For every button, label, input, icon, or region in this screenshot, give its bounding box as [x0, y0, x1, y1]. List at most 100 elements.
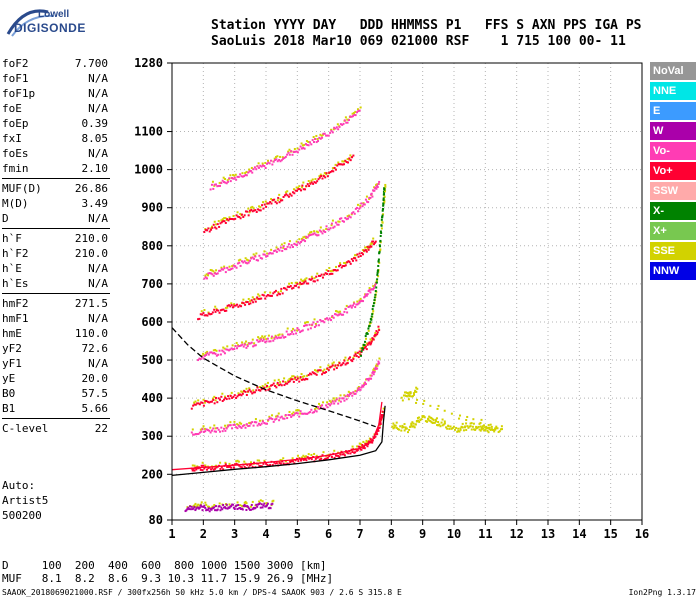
o-trace-2-dot	[357, 387, 360, 390]
o-trace-7-dot	[258, 209, 261, 212]
sse-blob-dot	[433, 421, 436, 424]
low-trace-dot	[211, 505, 214, 508]
o-trace-6-dot	[285, 248, 288, 251]
o-trace-4-dot	[305, 324, 308, 327]
o-trace-5-dot	[353, 257, 356, 260]
o-trace-2-dot	[220, 426, 223, 429]
x-tick-label: 13	[541, 527, 555, 541]
low-trace-dot	[232, 506, 235, 509]
o-trace-2-dot	[193, 433, 196, 436]
o-trace-8-dot	[312, 136, 315, 139]
o-trace-2-dot	[316, 407, 319, 410]
o-trace-2-dot	[238, 421, 241, 424]
o-trace-2-dot	[233, 420, 236, 423]
o-trace-4-dot	[314, 322, 317, 325]
parameter-value: N/A	[88, 357, 108, 370]
sse-blob-dot	[407, 398, 410, 401]
o-trace-4-dot	[218, 349, 221, 352]
o-trace-1-dot	[259, 465, 262, 468]
o-trace-4-dot	[352, 301, 355, 304]
o-trace-7-dot	[286, 194, 289, 197]
low-trace-dot	[269, 507, 272, 510]
o-trace-8-dot	[318, 136, 321, 139]
o-trace-2-dot	[292, 414, 295, 417]
o-trace-5-dot	[313, 277, 316, 280]
x-trace-dot	[381, 214, 384, 217]
o-trace-2-dot	[338, 399, 341, 402]
parameter-label: yF2	[2, 342, 22, 355]
o-trace-5-dot	[246, 301, 249, 304]
o-trace-4-dot	[231, 348, 234, 351]
o-trace-4-dot	[206, 352, 209, 355]
sse-blob-dot	[432, 418, 435, 421]
o-trace-8-dot	[346, 121, 349, 124]
sse-blob-dot	[484, 428, 487, 431]
o-trace-3-dot	[315, 373, 318, 376]
o-trace-6-dot	[297, 241, 300, 244]
x-trace-dot	[362, 347, 365, 350]
o-trace-4-dot	[325, 317, 328, 320]
sse-blob-dot	[393, 424, 396, 427]
o-trace-5-dot	[373, 241, 376, 244]
o-trace-8-dot	[216, 185, 219, 188]
sse-blob-dot	[422, 415, 425, 418]
o-trace-2-dot	[252, 424, 255, 427]
sse-blob-dot	[481, 427, 484, 430]
o-trace-4-dot	[258, 340, 261, 343]
o-trace-1-dot	[381, 414, 384, 417]
o-trace-2-dot	[249, 422, 252, 425]
sse-blob-dot	[409, 392, 412, 395]
sse-blob-dot	[468, 425, 471, 428]
o-trace-2-dot	[253, 421, 256, 424]
o-trace-5-dot	[316, 279, 319, 282]
o-trace-7-dot	[218, 225, 221, 228]
o-trace-2-dot	[194, 433, 197, 436]
sse-blob-dot	[415, 386, 418, 389]
o-trace-7-dot	[224, 221, 227, 224]
o-trace-8-dot	[248, 170, 251, 173]
o-trace-4-dot	[373, 284, 376, 287]
o-trace-6-dot	[305, 237, 308, 240]
o-trace-2-dot	[214, 427, 217, 430]
o-trace-8-dot	[218, 181, 221, 184]
o-trace-5-dot	[238, 304, 241, 307]
o-trace-1-dot	[215, 466, 218, 469]
o-trace-1-dot	[318, 458, 321, 461]
o-trace-4-dot	[264, 341, 267, 344]
o-trace-3-dot	[374, 334, 377, 337]
o-trace-6-dot	[374, 186, 377, 189]
low-trace-dot	[207, 507, 210, 510]
o-trace-8-dot	[217, 184, 220, 187]
o-trace-4-dot	[360, 299, 363, 302]
o-trace-2-dot	[243, 424, 246, 427]
x-trace-dot	[367, 329, 370, 332]
o-trace-6-dot	[312, 233, 315, 236]
o-trace-3-dot	[286, 382, 289, 385]
o-trace-2-dot	[311, 411, 314, 414]
sse-blob-dot	[410, 424, 413, 427]
o-trace-4-dot	[313, 326, 316, 329]
o-trace-7-dot	[224, 217, 227, 220]
o-trace-3-dot	[298, 380, 301, 383]
o-trace-3-dot	[359, 347, 362, 350]
o-trace-7-dot	[270, 197, 273, 200]
o-trace-8-dot	[211, 180, 214, 183]
o-trace-8-dot	[266, 162, 268, 165]
o-trace-3-dot	[300, 378, 303, 381]
o-trace-3-dot	[249, 390, 252, 393]
o-trace-7-dot	[263, 203, 266, 206]
o-trace-2-dot	[328, 399, 331, 402]
o-trace-1-dot	[210, 468, 213, 471]
o-trace-6-dot	[306, 236, 309, 239]
logo-swoosh-icon	[6, 9, 55, 37]
o-trace-6-dot	[337, 223, 340, 226]
o-trace-2-dot	[304, 412, 307, 415]
o-trace-1-dot	[338, 456, 341, 459]
o-trace-6-dot	[313, 232, 316, 235]
auto-artist: Artist5	[2, 494, 49, 507]
low-trace-dot	[224, 507, 227, 510]
o-trace-7-dot	[242, 215, 245, 218]
o-trace-5-dot	[307, 282, 310, 285]
o-trace-8-dot	[229, 180, 232, 183]
sse-blob-dot	[457, 430, 460, 433]
